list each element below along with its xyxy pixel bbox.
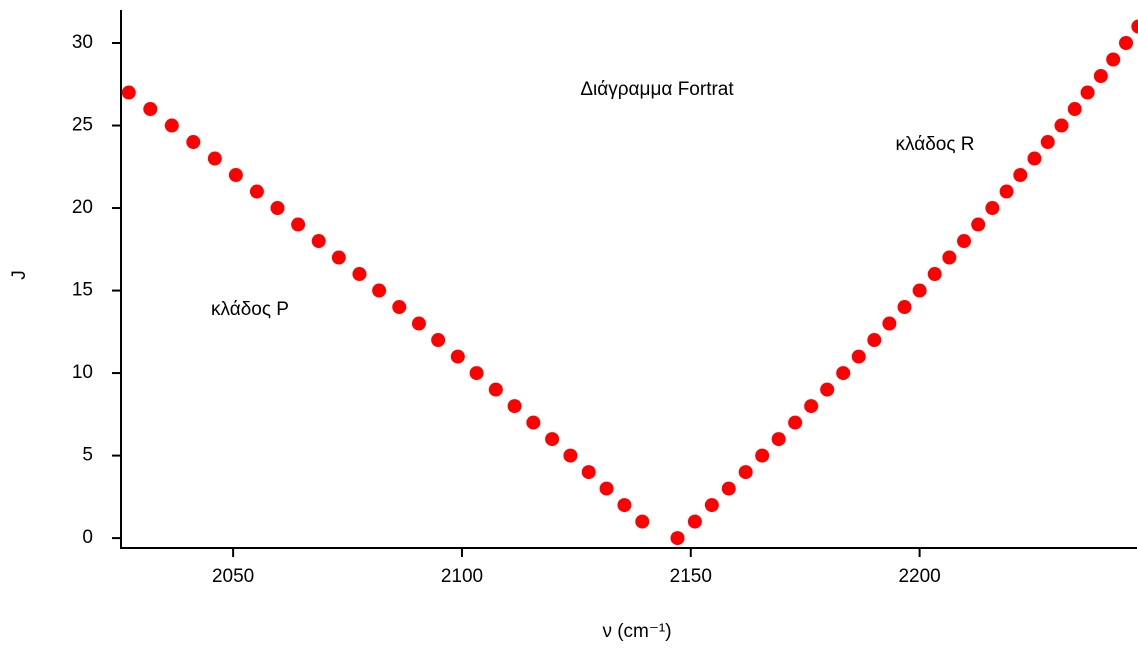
point [392, 300, 407, 315]
point [431, 333, 446, 348]
point [704, 498, 719, 513]
point [311, 234, 326, 249]
point [738, 465, 753, 480]
point [291, 217, 306, 232]
point [882, 316, 897, 331]
point [164, 118, 179, 133]
y-axis-label: J [9, 270, 30, 280]
y-tick-label: 5 [82, 445, 93, 466]
point [867, 333, 882, 348]
point [563, 448, 578, 463]
point [985, 201, 1000, 216]
point [545, 432, 560, 447]
point [1067, 102, 1082, 117]
point [1080, 85, 1095, 100]
y-tick-label: 30 [72, 32, 93, 53]
point [721, 481, 736, 496]
point [927, 267, 942, 282]
point [1131, 19, 1138, 34]
annotation: κλάδος R [896, 134, 975, 155]
point [1093, 69, 1108, 84]
point [581, 465, 596, 480]
x-tick-label: 2050 [212, 566, 254, 587]
points [121, 19, 1138, 546]
point [1054, 118, 1069, 133]
point [635, 514, 650, 529]
point [1013, 168, 1028, 183]
point [957, 234, 972, 249]
point [912, 283, 927, 298]
point [1027, 151, 1042, 166]
x-tick-label: 2150 [670, 566, 712, 587]
y-tick-label: 10 [72, 362, 93, 383]
point [820, 382, 835, 397]
point [788, 415, 803, 430]
point [450, 349, 465, 364]
point [228, 168, 243, 183]
point [121, 85, 136, 100]
point [897, 300, 912, 315]
point [143, 102, 158, 117]
point [186, 135, 201, 150]
y-tick-label: 25 [72, 115, 93, 136]
point [942, 250, 957, 265]
point [599, 481, 614, 496]
point [1106, 52, 1121, 67]
point [526, 415, 541, 430]
x-tick-label: 2100 [441, 566, 483, 587]
point [507, 399, 522, 414]
point [670, 531, 685, 546]
x-axis-label: ν (cm⁻¹) [602, 621, 671, 642]
point [331, 250, 346, 265]
point [687, 514, 702, 529]
point [249, 184, 264, 199]
point [469, 366, 484, 381]
point [411, 316, 426, 331]
annotation: κλάδος P [211, 299, 289, 320]
point [372, 283, 387, 298]
chart-title: Διάγραμμα Fortrat [580, 79, 734, 100]
point [755, 448, 770, 463]
point [804, 399, 819, 414]
point [207, 151, 222, 166]
point [1040, 135, 1055, 150]
point [617, 498, 632, 513]
point [1119, 36, 1134, 51]
y-tick-label: 0 [82, 527, 93, 548]
point [771, 432, 786, 447]
point [971, 217, 986, 232]
y-tick-label: 15 [72, 280, 93, 301]
point [851, 349, 866, 364]
point [999, 184, 1014, 199]
point [836, 366, 851, 381]
y-tick-label: 20 [72, 197, 93, 218]
point [352, 267, 367, 282]
point [270, 201, 285, 216]
x-tick-label: 2200 [898, 566, 940, 587]
point [488, 382, 503, 397]
